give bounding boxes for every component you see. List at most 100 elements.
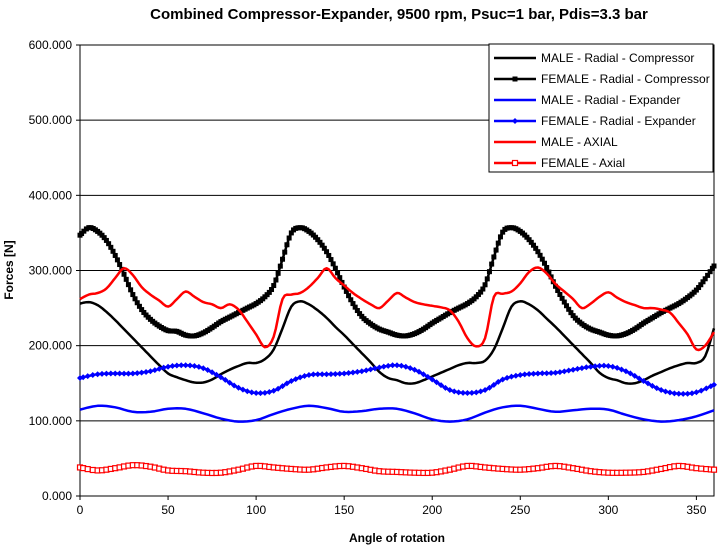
- data-point: [698, 465, 705, 472]
- data-point: [346, 293, 352, 299]
- series-2: [79, 404, 715, 423]
- legend-marker: [512, 118, 518, 124]
- data-point: [705, 272, 711, 278]
- data-point: [693, 287, 699, 293]
- y-tick-label: 400.000: [29, 188, 73, 202]
- data-point: [534, 370, 541, 377]
- data-point: [553, 283, 558, 289]
- data-point: [429, 376, 436, 383]
- data-point: [561, 299, 567, 305]
- data-point: [271, 283, 277, 289]
- data-point: [324, 249, 330, 255]
- legend-label: FEMALE - Radial - Expander: [541, 114, 696, 128]
- data-point: [675, 390, 682, 397]
- data-point: [284, 242, 290, 248]
- data-point: [537, 252, 543, 258]
- data-point: [570, 366, 577, 373]
- data-point: [253, 390, 260, 397]
- data-point: [209, 369, 216, 376]
- legend-label: FEMALE - Axial: [541, 156, 625, 170]
- data-point: [371, 365, 378, 372]
- series-line: [79, 266, 716, 352]
- data-point: [81, 228, 87, 234]
- data-point: [468, 389, 475, 396]
- data-point: [314, 371, 321, 378]
- data-point: [363, 367, 370, 374]
- data-point: [464, 390, 471, 397]
- data-point: [270, 387, 277, 394]
- legend-label: MALE - AXIAL: [541, 135, 618, 149]
- data-point: [497, 234, 503, 240]
- data-point: [478, 289, 484, 295]
- data-point: [273, 277, 279, 283]
- data-point: [310, 371, 317, 378]
- data-point: [116, 370, 123, 377]
- data-point: [335, 270, 341, 276]
- data-point: [121, 271, 127, 277]
- data-point: [136, 303, 142, 309]
- data-point: [108, 244, 114, 250]
- data-point: [317, 239, 323, 245]
- data-point: [711, 263, 717, 269]
- data-point: [84, 465, 91, 473]
- data-point: [495, 240, 501, 246]
- data-point: [438, 382, 445, 389]
- data-point: [112, 370, 119, 377]
- data-point: [493, 247, 499, 253]
- data-point: [526, 237, 532, 243]
- x-tick-label: 300: [598, 503, 618, 517]
- series-0: [79, 300, 716, 385]
- data-point: [141, 309, 147, 315]
- data-point: [319, 371, 326, 378]
- data-point: [288, 377, 295, 384]
- data-point: [394, 362, 400, 369]
- series-5: [76, 462, 718, 477]
- data-point: [315, 237, 321, 243]
- data-point: [321, 245, 327, 251]
- x-tick-label: 0: [77, 503, 84, 517]
- y-tick-label: 600.000: [29, 38, 73, 52]
- chart-title: Combined Compressor-Expander, 9500 rpm, …: [150, 6, 648, 23]
- series-layer: [76, 225, 718, 477]
- data-point: [261, 389, 268, 396]
- data-point: [539, 256, 545, 262]
- x-axis-ticks: 0 50 100 150 200 250 300 350: [77, 496, 707, 517]
- data-point: [328, 257, 334, 263]
- data-point: [103, 370, 110, 377]
- data-point: [512, 372, 519, 379]
- data-point: [587, 363, 594, 370]
- data-point: [80, 374, 87, 381]
- data-point: [280, 256, 286, 262]
- data-point: [484, 276, 490, 282]
- data-point: [702, 276, 708, 282]
- data-point: [566, 306, 572, 312]
- y-tick-label: 500.000: [29, 113, 73, 127]
- data-point: [500, 229, 506, 235]
- data-point: [504, 374, 511, 381]
- data-point: [367, 366, 374, 373]
- data-point: [486, 269, 492, 275]
- data-point: [548, 370, 555, 377]
- data-point: [269, 287, 275, 293]
- data-point: [204, 367, 211, 374]
- data-point: [182, 362, 189, 369]
- series-line: [79, 404, 715, 423]
- data-point: [156, 365, 163, 372]
- data-point: [106, 241, 112, 247]
- data-point: [559, 295, 565, 301]
- data-point: [114, 257, 120, 263]
- data-point: [480, 286, 486, 292]
- data-point: [352, 304, 358, 310]
- y-tick-label: 100.000: [29, 414, 73, 428]
- data-point: [700, 279, 706, 285]
- data-point: [332, 370, 339, 377]
- data-point: [275, 385, 282, 392]
- legend: MALE - Radial - Compressor FEMALE - Radia…: [488, 43, 714, 173]
- data-point: [266, 289, 272, 295]
- data-point: [84, 373, 91, 380]
- data-point: [583, 364, 590, 371]
- data-point: [283, 380, 290, 387]
- series-4: [79, 266, 716, 352]
- data-point: [561, 368, 568, 375]
- data-point: [130, 292, 136, 298]
